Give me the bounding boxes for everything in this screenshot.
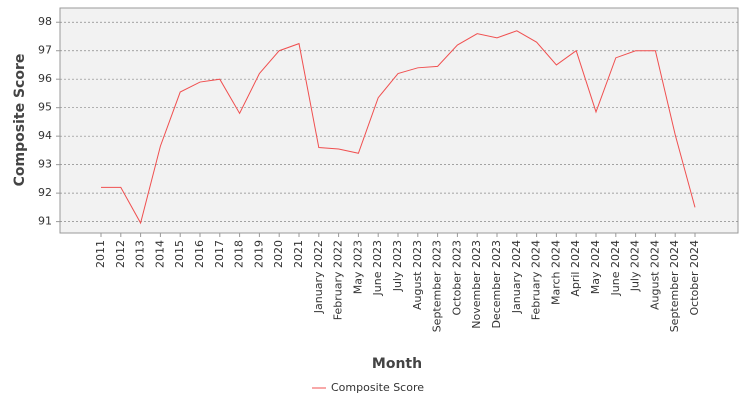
- y-tick-label: 91: [38, 215, 52, 228]
- x-tick-label: October 2023: [450, 240, 463, 316]
- x-tick-label: June 2024: [609, 240, 622, 296]
- y-tick-label: 98: [38, 15, 52, 28]
- x-tick-label: July 2023: [391, 240, 404, 292]
- x-tick-label: 2020: [272, 240, 285, 268]
- x-tick-label: 2015: [173, 240, 186, 268]
- x-tick-label: 2021: [292, 240, 305, 268]
- x-tick-label: 2018: [233, 240, 246, 268]
- x-tick-label: September 2024: [668, 240, 681, 332]
- x-tick-label: October 2024: [688, 240, 701, 316]
- plot-area: [59, 7, 739, 234]
- x-tick-label: August 2023: [411, 240, 424, 310]
- x-tick-label: August 2024: [648, 240, 661, 310]
- y-tick-label: 93: [38, 158, 52, 171]
- legend-label: Composite Score: [331, 381, 424, 394]
- x-tick-label: November 2023: [470, 240, 483, 329]
- x-tick-label: May 2024: [589, 240, 602, 294]
- y-tick-label: 96: [38, 72, 52, 85]
- x-tick-label: May 2023: [351, 240, 364, 294]
- x-tick-label: February 2024: [530, 240, 543, 320]
- y-axis-title: Composite Score: [12, 54, 28, 187]
- x-tick-label: 2012: [114, 240, 127, 268]
- y-tick-label: 92: [38, 186, 52, 199]
- x-tick-label: 2016: [193, 240, 206, 268]
- x-tick-label: March 2024: [549, 240, 562, 305]
- x-axis-title: Month: [372, 356, 422, 372]
- y-tick-label: 95: [38, 101, 52, 114]
- y-tick-label: 97: [38, 44, 52, 57]
- x-tick-label: January 2022: [312, 240, 325, 314]
- x-tick-label: 2017: [213, 240, 226, 268]
- x-tick-label: June 2023: [371, 240, 384, 296]
- x-tick-label: September 2023: [431, 240, 444, 332]
- x-tick-label: January 2024: [510, 240, 523, 314]
- x-tick-label: 2011: [94, 240, 107, 268]
- x-tick-label: April 2024: [569, 240, 582, 297]
- x-tick-label: February 2022: [332, 240, 345, 320]
- x-tick-label: 2014: [153, 240, 166, 268]
- x-tick-label: 2019: [252, 240, 265, 268]
- y-tick-label: 94: [38, 129, 52, 142]
- x-tick-label: July 2024: [629, 240, 642, 292]
- x-tick-label: December 2023: [490, 240, 503, 329]
- line: [101, 30, 696, 225]
- x-tick-label: 2013: [134, 240, 147, 268]
